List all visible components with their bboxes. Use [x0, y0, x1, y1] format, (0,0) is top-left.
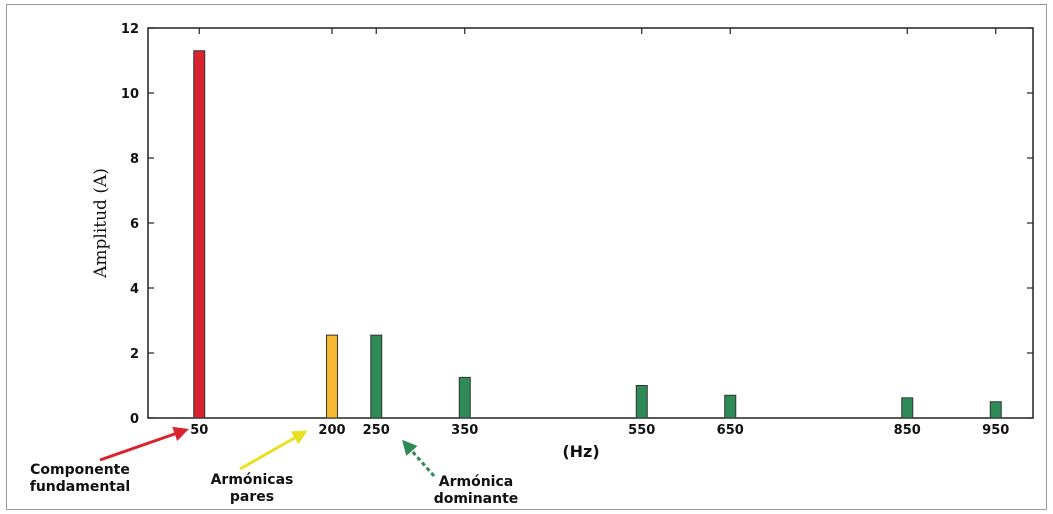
y-axis: 0 2 4 6 8 10 12 — [121, 22, 1033, 427]
x-tick-label: 950 — [982, 423, 1009, 438]
y-tick-label: 6 — [130, 217, 139, 232]
x-tick-label: 650 — [717, 423, 744, 438]
annotation-arrow — [239, 430, 308, 471]
bar-50hz — [193, 50, 206, 419]
y-tick-label: 8 — [130, 152, 139, 167]
x-tick-label: 50 — [190, 423, 208, 438]
y-tick-label: 12 — [121, 22, 139, 37]
annotation-text: Armónicas — [211, 472, 294, 488]
figure-frame — [6, 4, 1047, 510]
annotation-text: dominante — [434, 491, 519, 507]
y-tick-label: 0 — [130, 412, 139, 427]
bars — [193, 50, 1002, 419]
annotation-text: fundamental — [30, 479, 130, 495]
annotation-text: Componente — [30, 462, 130, 478]
x-tick-label: 250 — [363, 423, 390, 438]
bar-650hz — [724, 394, 737, 419]
x-tick-label: 200 — [318, 423, 345, 438]
bar-350hz — [458, 376, 471, 419]
annotation-arrow — [402, 439, 436, 477]
bar-850hz — [901, 397, 914, 419]
x-axis: 50 200 250 350 550 650 850 950 — [190, 28, 1009, 438]
x-axis-label: (Hz) — [562, 442, 599, 461]
annotation-arrow — [99, 426, 189, 462]
annotation-text: Armónica — [439, 474, 513, 490]
x-tick-label: 550 — [628, 423, 655, 438]
y-tick-label: 2 — [130, 347, 139, 362]
annotation-text: pares — [230, 489, 274, 505]
y-tick-label: 10 — [121, 87, 139, 102]
bar-550hz — [635, 385, 648, 419]
plot-area — [147, 27, 1034, 419]
x-tick-label: 350 — [451, 423, 478, 438]
y-axis-label: Amplitud (A) — [91, 168, 111, 279]
y-tick-label: 4 — [130, 282, 139, 297]
bar-950hz — [989, 401, 1002, 419]
x-tick-label: 850 — [894, 423, 921, 438]
bar-200hz — [326, 334, 338, 419]
bar-250hz — [370, 334, 383, 419]
